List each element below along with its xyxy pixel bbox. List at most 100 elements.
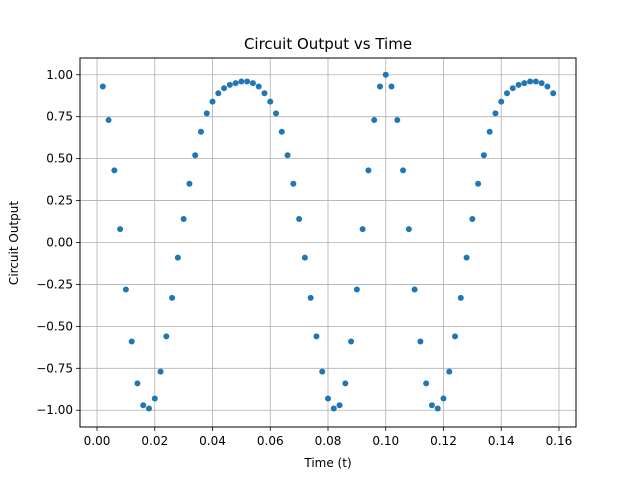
data-point <box>440 395 447 402</box>
y-tick-label: 0.50 <box>46 152 73 166</box>
y-tick-label: 0.00 <box>46 236 73 250</box>
chart-title: Circuit Output vs Time <box>244 35 412 53</box>
data-point <box>261 90 268 97</box>
data-point <box>475 180 482 187</box>
y-tick-label: −0.75 <box>36 361 73 375</box>
data-point <box>342 380 349 387</box>
data-point <box>157 368 164 375</box>
data-point <box>394 117 401 124</box>
data-point <box>411 286 418 293</box>
data-point <box>400 167 407 174</box>
data-point <box>538 80 545 87</box>
data-point <box>417 338 424 345</box>
data-point <box>446 368 453 375</box>
x-axis-ticks: 0.00 0.02 0.04 0.06 0.08 0.10 0.12 0.14 0.16 <box>84 427 573 448</box>
data-point <box>359 226 366 233</box>
data-point <box>498 98 505 105</box>
data-points <box>99 71 557 412</box>
x-tick-label: 0.14 <box>488 434 515 448</box>
y-tick-label: −1.00 <box>36 403 73 417</box>
data-point <box>434 405 441 412</box>
data-point <box>134 380 141 387</box>
data-point <box>105 117 112 124</box>
data-point <box>325 395 331 402</box>
data-point <box>405 226 412 233</box>
data-point <box>486 128 493 135</box>
data-point <box>146 405 153 412</box>
data-point <box>255 83 262 90</box>
data-point <box>319 368 326 375</box>
data-point <box>550 90 557 97</box>
x-tick-label: 0.00 <box>84 434 111 448</box>
data-point <box>423 380 430 387</box>
data-point <box>99 83 106 90</box>
x-tick-label: 0.04 <box>199 434 226 448</box>
y-axis-ticks: −1.00 −0.75 −0.50 −0.25 0.00 0.25 0.50 0.75 1.00 <box>36 68 80 417</box>
data-point <box>469 216 476 223</box>
data-point <box>365 167 372 174</box>
x-tick-label: 0.12 <box>430 434 457 448</box>
data-point <box>273 110 280 117</box>
y-tick-label: 1.00 <box>46 68 73 82</box>
data-point <box>203 110 210 117</box>
y-axis-label: Circuit Output <box>7 201 21 285</box>
data-point <box>174 254 181 261</box>
data-point <box>492 110 499 117</box>
x-tick-label: 0.16 <box>546 434 573 448</box>
data-point <box>221 85 228 92</box>
data-point <box>515 81 522 88</box>
x-tick-label: 0.06 <box>257 434 284 448</box>
data-point <box>186 180 193 187</box>
x-tick-label: 0.08 <box>315 434 342 448</box>
data-point <box>509 85 516 92</box>
data-point <box>428 402 435 409</box>
y-tick-label: 0.25 <box>46 194 73 208</box>
data-point <box>452 333 459 340</box>
data-point <box>521 80 528 87</box>
data-point <box>532 78 539 85</box>
data-point <box>480 152 487 159</box>
data-point <box>336 402 343 409</box>
data-point <box>371 117 378 124</box>
x-tick-label: 0.02 <box>141 434 168 448</box>
data-point <box>197 128 204 135</box>
data-point <box>232 80 239 87</box>
data-point <box>122 286 129 293</box>
y-tick-label: −0.25 <box>36 277 73 291</box>
data-point <box>209 98 216 105</box>
data-point <box>301 254 308 261</box>
data-point <box>128 338 135 345</box>
data-point <box>544 83 551 90</box>
data-point <box>267 98 274 105</box>
data-point <box>296 216 303 223</box>
grid <box>80 58 576 427</box>
data-point <box>463 254 470 261</box>
data-point <box>503 90 510 97</box>
data-point <box>382 71 389 78</box>
data-point <box>169 294 176 301</box>
data-point <box>284 152 291 159</box>
data-point <box>111 167 118 174</box>
data-point <box>353 286 360 293</box>
data-point <box>226 81 233 88</box>
data-point <box>244 78 251 85</box>
data-point <box>238 78 245 85</box>
data-point <box>457 294 464 301</box>
data-point <box>376 83 383 90</box>
data-point <box>151 395 158 402</box>
x-axis-label: Time (t) <box>303 456 351 470</box>
y-tick-label: −0.50 <box>36 319 73 333</box>
data-point <box>249 80 256 87</box>
data-point <box>140 402 147 409</box>
data-point <box>192 152 199 159</box>
data-point <box>307 294 314 301</box>
data-point <box>313 333 320 340</box>
y-tick-label: 0.75 <box>46 110 73 124</box>
data-point <box>117 226 124 233</box>
data-point <box>180 216 187 223</box>
data-point <box>388 83 395 90</box>
data-point <box>278 128 285 135</box>
data-point <box>290 180 297 187</box>
data-point <box>527 78 534 85</box>
